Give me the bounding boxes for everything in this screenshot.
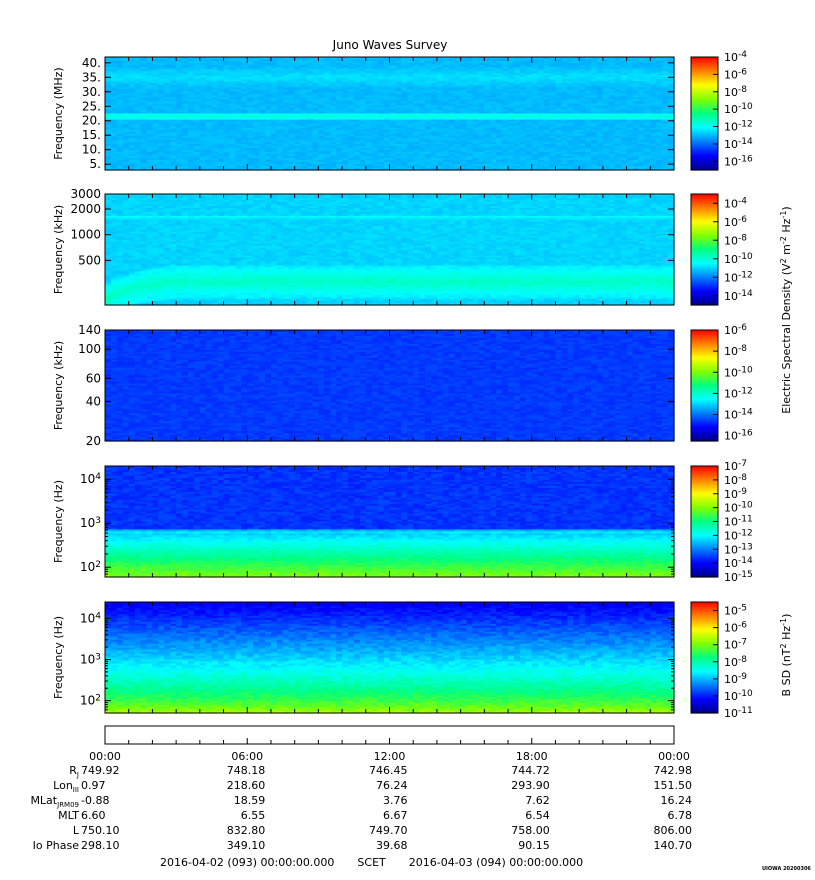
heatmap-cells [105,57,675,171]
spectrogram-panel-1: 5.10.15.20.25.30.35.40.Frequency (MHz)10… [52,50,753,171]
